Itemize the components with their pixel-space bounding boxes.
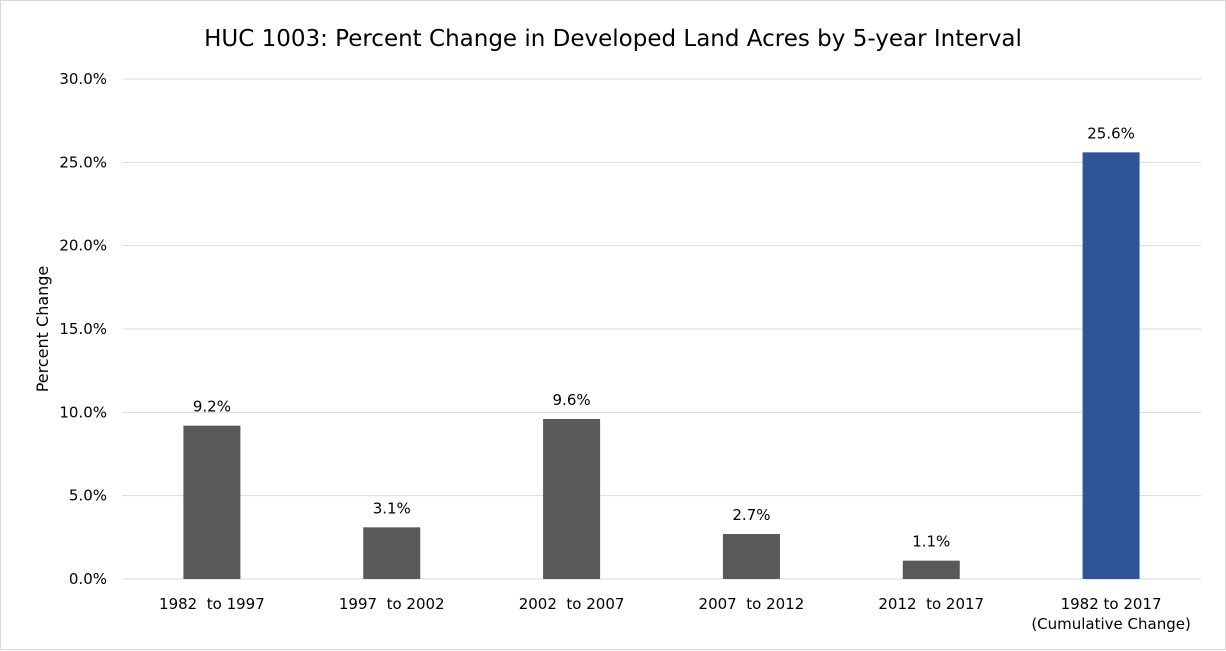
y-tick-label: 15.0%	[59, 320, 107, 338]
data-labels: 9.2% 3.1% 9.6% 2.7% 1.1% 25.6%	[193, 124, 1135, 550]
x-tick-label: (Cumulative Change)	[1031, 615, 1191, 633]
x-tick-label: 2012 to 2017	[878, 595, 984, 613]
bar	[543, 419, 601, 579]
bars	[183, 152, 1140, 580]
x-tick-label: 1997 to 2002	[339, 595, 445, 613]
y-tick-label: 5.0%	[69, 487, 107, 505]
gridlines	[122, 78, 1201, 580]
data-label: 1.1%	[912, 533, 950, 551]
y-tick-label: 0.0%	[69, 570, 107, 588]
y-axis-label: Percent Change	[33, 266, 52, 393]
x-tick-label: 2002 to 2007	[519, 595, 625, 613]
x-tick-label: 1982 to 1997	[159, 595, 265, 613]
data-label: 9.6%	[553, 391, 591, 409]
bar	[363, 527, 421, 579]
bar	[902, 560, 960, 579]
data-label: 25.6%	[1087, 124, 1135, 142]
y-tick-label: 25.0%	[59, 153, 107, 171]
bar	[1082, 152, 1140, 580]
y-tick-label: 30.0%	[59, 70, 107, 88]
bar	[722, 534, 780, 579]
x-tick-label: 2007 to 2012	[699, 595, 805, 613]
x-tick-label: 1982 to 2017	[1061, 595, 1162, 613]
data-label: 2.7%	[732, 506, 770, 524]
y-axis-ticks: 0.0% 5.0% 10.0% 15.0% 20.0% 25.0% 30.0%	[59, 70, 107, 588]
bar	[183, 425, 241, 579]
data-label: 9.2%	[193, 398, 231, 416]
y-tick-label: 20.0%	[59, 237, 107, 255]
chart-title: HUC 1003: Percent Change in Developed La…	[204, 26, 1022, 52]
y-tick-label: 10.0%	[59, 403, 107, 421]
data-label: 3.1%	[373, 499, 411, 517]
x-axis-ticks: 1982 to 1997 1997 to 2002 2002 to 2007 2007…	[159, 595, 1191, 633]
